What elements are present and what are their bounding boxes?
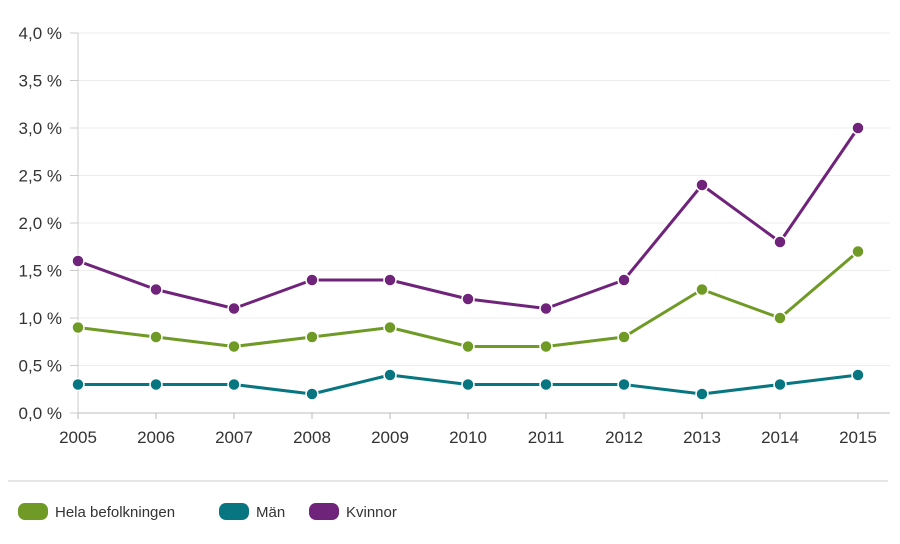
data-point[interactable] [617, 273, 631, 287]
y-tick-label: 0,0 % [19, 404, 62, 423]
x-tick-label: 2012 [605, 428, 643, 447]
legend: Hela befolkningen Män Kvinnor [8, 480, 888, 521]
axes [70, 32, 890, 419]
data-point[interactable] [539, 377, 553, 392]
data-point[interactable] [383, 273, 397, 287]
grid-lines [78, 32, 890, 366]
y-tick-label: 3,5 % [19, 72, 62, 91]
series-3 [71, 121, 865, 316]
y-axis-tick-labels: 0,0 % 0,5 % 1,0 % 1,5 % 2,0 % 2,5 % 3,0 % 3,5 %… [19, 24, 62, 423]
data-point[interactable] [461, 377, 475, 392]
legend-label: Män [256, 504, 285, 521]
x-tick-label: 2007 [215, 428, 253, 447]
y-tick-label: 1,0 % [19, 309, 62, 328]
legend-item[interactable]: Män [219, 503, 285, 521]
data-point[interactable] [695, 282, 709, 297]
data-point[interactable] [851, 244, 865, 259]
data-point[interactable] [227, 301, 241, 316]
data-point[interactable] [617, 330, 631, 344]
data-point[interactable] [305, 330, 319, 344]
x-axis-tick-labels: 2005 2006 2007 2008 2009 2010 2011 2012 2013 2014… [59, 428, 877, 447]
data-point[interactable] [773, 311, 787, 325]
x-tick-label: 2009 [371, 428, 409, 447]
legend-swatch [309, 503, 339, 520]
data-point[interactable] [227, 339, 241, 354]
x-tick-label: 2008 [293, 428, 331, 447]
data-point[interactable] [695, 387, 709, 401]
legend-item[interactable]: Hela befolkningen [18, 503, 175, 521]
x-tick-label: 2006 [137, 428, 175, 447]
data-point[interactable] [149, 282, 163, 297]
data-point[interactable] [773, 235, 787, 249]
data-point[interactable] [461, 292, 475, 306]
legend-label: Kvinnor [346, 504, 397, 521]
data-point[interactable] [851, 121, 865, 135]
legend-item[interactable]: Kvinnor [309, 503, 397, 521]
legend-swatch [219, 503, 249, 520]
y-tick-label: 4,0 % [19, 24, 62, 43]
series-1 [71, 244, 865, 354]
y-tick-label: 0,5 % [19, 357, 62, 376]
data-point[interactable] [773, 377, 787, 392]
series-line [76, 126, 860, 310]
data-point[interactable] [539, 339, 553, 354]
data-point[interactable] [71, 320, 85, 335]
x-tick-label: 2011 [528, 428, 565, 447]
data-point[interactable] [71, 254, 85, 268]
series-lines [71, 121, 865, 401]
x-tick-label: 2014 [761, 428, 799, 447]
series-2 [71, 368, 865, 401]
x-tick-label: 2010 [449, 428, 487, 447]
data-point[interactable] [539, 301, 553, 316]
data-point[interactable] [71, 377, 85, 392]
data-point[interactable] [617, 377, 631, 392]
y-tick-label: 1,5 % [19, 262, 62, 281]
legend-label: Hela befolkningen [55, 504, 175, 521]
data-point[interactable] [695, 178, 709, 192]
x-tick-label: 2013 [683, 428, 721, 447]
y-tick-label: 3,0 % [19, 119, 62, 138]
x-tick-label: 2005 [59, 428, 97, 447]
data-point[interactable] [227, 377, 241, 392]
data-point[interactable] [305, 387, 319, 401]
data-point[interactable] [851, 368, 865, 382]
x-tick-label: 2015 [839, 428, 877, 447]
data-point[interactable] [305, 273, 319, 287]
y-tick-label: 2,0 % [19, 214, 62, 233]
data-point[interactable] [149, 377, 163, 392]
legend-swatch [18, 503, 48, 520]
data-point[interactable] [461, 339, 475, 354]
data-point[interactable] [383, 320, 397, 335]
data-point[interactable] [149, 330, 163, 344]
y-tick-label: 2,5 % [19, 167, 62, 186]
data-point[interactable] [383, 368, 397, 382]
